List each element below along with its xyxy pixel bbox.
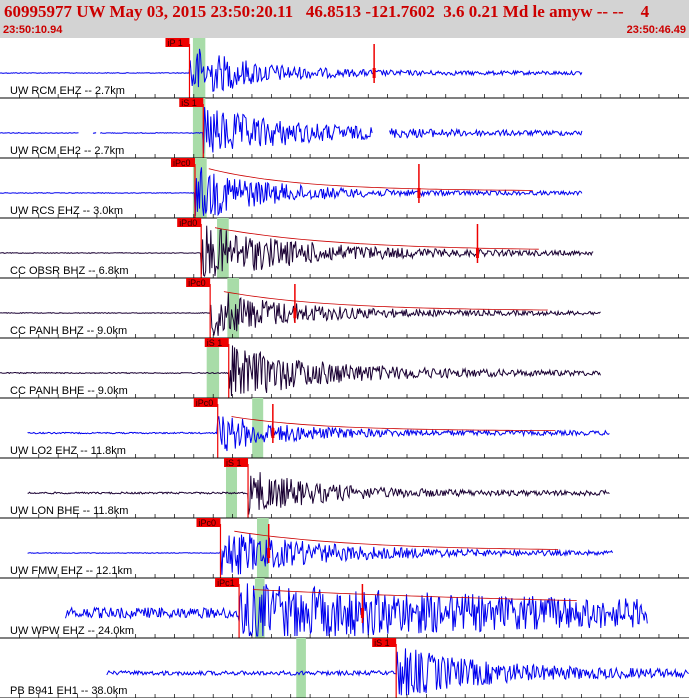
waveform-trace: [0, 48, 583, 92]
event-header: 60995977 UW May 03, 2015 23:50:20.11 46.…: [0, 0, 689, 38]
channel-label: CC PANH BHZ -- 9.0km: [10, 325, 127, 337]
waveform-trace: [0, 293, 601, 336]
phase-pick-label: iS 1: [226, 458, 242, 468]
phase-pick-tag: [186, 278, 211, 287]
coda-envelope: [234, 530, 559, 550]
phase-pick-tag: [177, 218, 202, 227]
channel-label: UW LO2 EHZ -- 11.8km: [10, 445, 126, 457]
channel-label: UW RCM EH2 -- 2.7km: [10, 145, 124, 157]
coda-envelope: [223, 291, 548, 311]
phase-pick-tag: [193, 398, 218, 407]
phase-window: [256, 518, 269, 578]
phase-pick-label: iPc0: [198, 518, 216, 528]
phase-window: [192, 98, 206, 158]
phase-pick-label: iS 1: [207, 338, 223, 348]
event-title: 60995977 UW May 03, 2015 23:50:20.11 46.…: [4, 2, 650, 21]
phase-pick-label: iPc0: [188, 278, 206, 288]
phase-pick-label: iPd0: [179, 218, 197, 228]
waveform-trace: [27, 416, 610, 452]
waveform-trace: [65, 583, 648, 637]
waveform-trace: [0, 225, 594, 277]
phase-window: [227, 278, 240, 338]
phase-pick-tag: [196, 518, 221, 527]
amplitude-pick-mark: [360, 608, 364, 618]
phase-pick-tag: [165, 38, 190, 47]
coda-envelope: [231, 416, 556, 431]
phase-window: [206, 338, 220, 398]
waveform-trace: [0, 345, 601, 397]
amplitude-pick-mark: [372, 68, 376, 78]
phase-pick-label: iP 1: [167, 38, 182, 48]
phase-window: [296, 638, 306, 698]
channel-label: CC OBSR BHZ -- 6.8km: [10, 265, 129, 277]
phase-window: [252, 398, 264, 458]
channel-label: UW WPW EHZ -- 24.0km: [10, 625, 134, 637]
phase-pick-tag: [204, 338, 229, 347]
phase-window: [225, 458, 238, 518]
phase-pick-tag: [179, 98, 204, 107]
phase-pick-label: iS 1: [181, 98, 197, 108]
start-time: 23:50:10.94: [3, 24, 63, 36]
amplitude-pick-mark: [417, 188, 421, 198]
amplitude-pick-mark: [475, 248, 479, 258]
channel-label: CC PANH BHE -- 9.0km: [10, 385, 128, 397]
channel-label: UW RCS EHZ -- 3.0km: [10, 205, 123, 217]
amplitude-pick-mark: [271, 428, 275, 438]
phase-pick-label: iPc1: [217, 578, 235, 588]
phase-pick-label: iS 1: [374, 638, 390, 648]
waveform-trace: [27, 533, 613, 575]
coda-envelope: [252, 589, 577, 601]
channel-label: UW FMW EHZ -- 12.1km: [10, 565, 132, 577]
coda-envelope: [214, 227, 539, 250]
coda-envelope: [208, 168, 533, 191]
phase-pick-label: iPc0: [173, 158, 191, 168]
waveform-trace: [0, 106, 583, 154]
phase-pick-tag: [215, 578, 240, 587]
amplitude-pick-mark: [293, 308, 297, 318]
phase-pick-label: iPc0: [196, 398, 214, 408]
channel-label: PB B941 EH1 -- 38.0km: [10, 685, 127, 697]
channel-label: UW RCM EHZ -- 2.7km: [10, 85, 125, 97]
channel-label: UW LON BHE -- 11.8km: [10, 505, 128, 517]
phase-pick-tag: [224, 458, 249, 467]
amplitude-pick-mark: [267, 548, 271, 558]
waveform-trace: [106, 648, 689, 696]
seismogram-plot: iP 1 UW RCM EHZ -- 2.7km iS 1 UW RCM EH2 --…: [0, 38, 689, 698]
phase-pick-tag: [372, 638, 397, 647]
phase-pick-tag: [170, 158, 195, 167]
end-time: 23:50:46.49: [626, 24, 686, 36]
waveform-trace: [27, 472, 610, 515]
waveform-trace: [0, 167, 583, 217]
